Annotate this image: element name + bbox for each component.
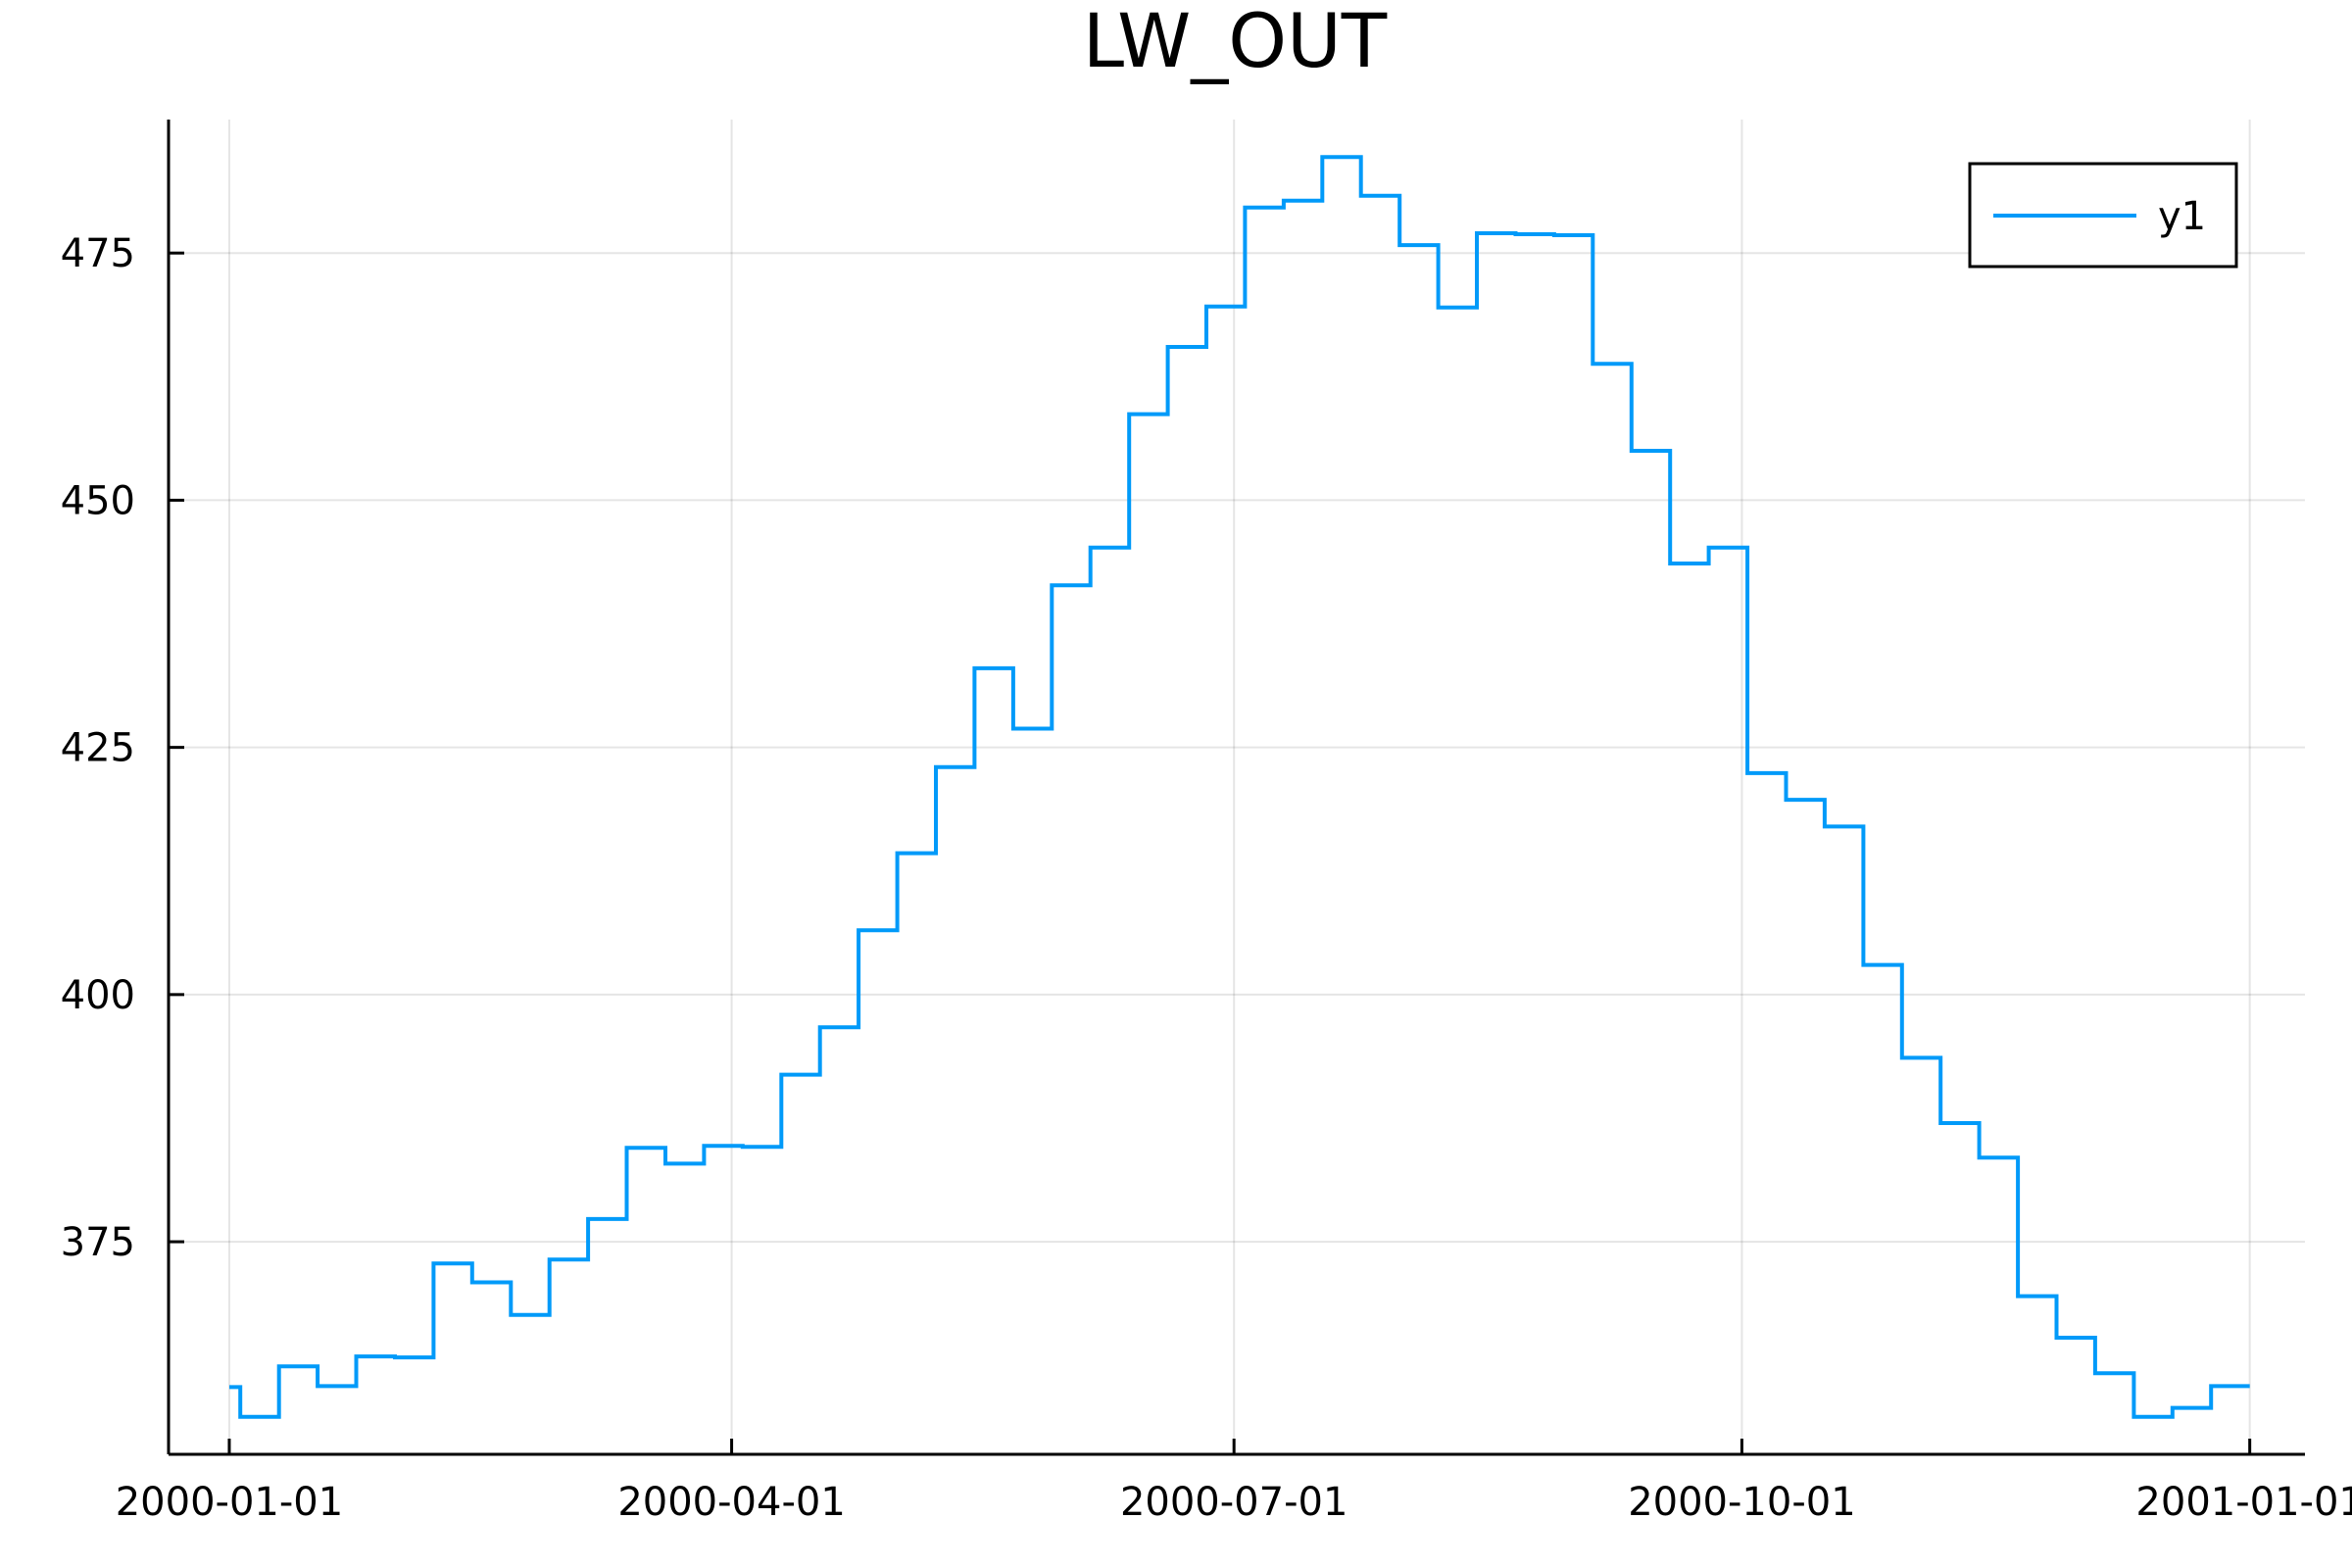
series	[229, 155, 2250, 1419]
y-tick-label: 400	[61, 973, 135, 1018]
y-tick-label: 475	[61, 231, 135, 276]
legend-label-y1: y1	[2158, 194, 2206, 239]
ticks: 2000-01-01 2000-04-01 2000-07-01 2000-10-01…	[61, 231, 2352, 1525]
grid	[169, 120, 2305, 1454]
series-line-y1	[229, 155, 2250, 1419]
legend: y1	[1968, 162, 2238, 269]
y-tick-label: 375	[61, 1220, 135, 1265]
chart-title: LW_OUT	[1083, 0, 1388, 84]
x-tick-label: 2001-01-01	[2135, 1480, 2352, 1525]
x-tick-label: 2000-10-01	[1628, 1480, 1855, 1525]
x-tick-label: 2000-04-01	[617, 1480, 845, 1525]
y-tick-label: 425	[61, 726, 135, 771]
y-tick-label: 450	[61, 478, 135, 523]
axes	[167, 120, 2305, 1456]
x-tick-label: 2000-01-01	[116, 1480, 343, 1525]
x-tick-label: 2000-07-01	[1120, 1480, 1348, 1525]
